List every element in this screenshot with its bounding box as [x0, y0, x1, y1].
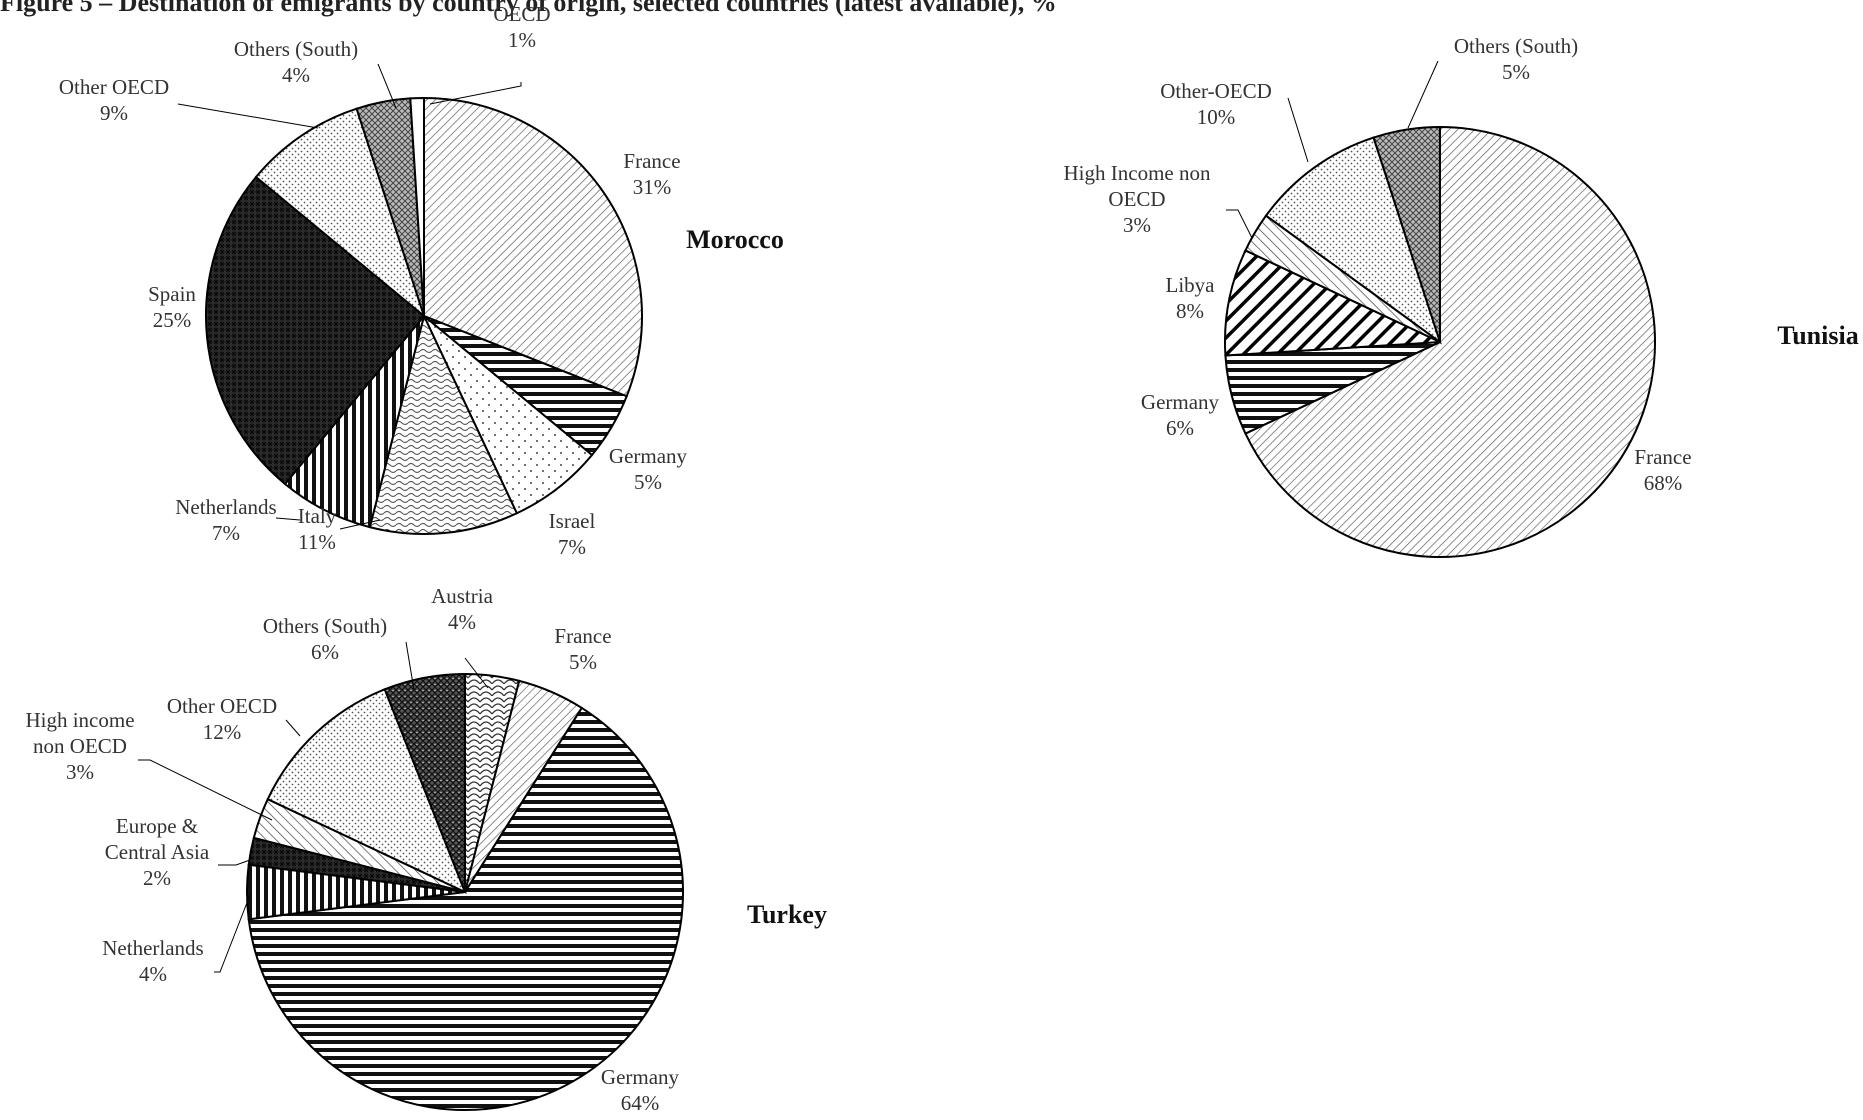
tunisia-value-germany: 6%: [1166, 416, 1194, 440]
morocco-value-oecd: 1%: [508, 28, 536, 52]
turkey-value-france: 5%: [569, 650, 597, 674]
turkey-slice-others-south: [383, 672, 466, 893]
turkey-label-france: France: [554, 624, 611, 648]
tunisia-label-germany: Germany: [1141, 390, 1220, 414]
turkey-leader-other-oecd: [285, 719, 301, 737]
turkey-leader-europe-central-asia: [218, 859, 251, 866]
turkey-value-other-oecd: 12%: [203, 720, 242, 744]
turkey-value-others-south: 6%: [311, 640, 339, 664]
turkey-label-austria: Austria: [431, 584, 494, 608]
turkey-value-europe-central-asia: 2%: [143, 866, 171, 890]
tunisia-leader-other-oecd: [1287, 97, 1309, 163]
tunisia-label-high-income-non-oecd: High Income non: [1064, 161, 1211, 185]
tunisia-label-france: France: [1634, 445, 1691, 469]
tunisia-value-libya: 8%: [1176, 299, 1204, 323]
tunisia-slice-other-oecd: [1264, 136, 1442, 345]
morocco-leader-oecd: [429, 82, 522, 105]
morocco-label-netherlands: Netherlands: [175, 495, 276, 519]
morocco-leader-netherlands: [275, 517, 301, 521]
tunisia-leader-high-income-non-oecd: [1226, 209, 1253, 239]
morocco-slice-france: [423, 96, 643, 398]
turkey-label-netherlands: Netherlands: [102, 936, 203, 960]
turkey-leader-high-income-non-oecd: [138, 759, 273, 821]
morocco-pie: France31%Germany5%Israel7%Italy11%Nether…: [59, 2, 688, 559]
turkey-leader-netherlands: [214, 894, 251, 973]
figure-title: Figure 5 – Destination of emigrants by c…: [0, 0, 1057, 17]
tunisia-value-other-oecd: 10%: [1197, 105, 1236, 129]
morocco-label-other-oecd: Other OECD: [59, 75, 169, 99]
tunisia-label-other-oecd: Other-OECD: [1160, 79, 1272, 103]
morocco-value-other-oecd: 9%: [100, 101, 128, 125]
morocco-value-italy: 11%: [298, 530, 336, 554]
morocco-label-italy: Italy: [298, 504, 337, 528]
morocco-label-israel: Israel: [549, 509, 596, 533]
tunisia-label-libya: Libya: [1166, 273, 1216, 297]
morocco-label-france: France: [623, 149, 680, 173]
morocco-value-others-south: 4%: [282, 63, 310, 87]
chart-title-morocco: Morocco: [686, 225, 784, 254]
turkey-label-high-income-non-oecd: non OECD: [33, 734, 127, 758]
morocco-value-spain: 25%: [153, 308, 192, 332]
morocco-value-netherlands: 7%: [212, 521, 240, 545]
morocco-leader-other-oecd: [177, 103, 319, 129]
tunisia-label-high-income-non-oecd: OECD: [1108, 187, 1165, 211]
turkey-label-europe-central-asia: Central Asia: [105, 840, 210, 864]
tunisia-leader-others-south: [1407, 60, 1439, 129]
morocco-label-oecd: OECD: [493, 2, 550, 26]
turkey-value-netherlands: 4%: [139, 962, 167, 986]
morocco-slice-spain: [205, 175, 426, 486]
turkey-label-high-income-non-oecd: High income: [25, 708, 134, 732]
morocco-leader-others-south: [377, 63, 397, 109]
turkey-value-high-income-non-oecd: 3%: [66, 760, 94, 784]
turkey-value-austria: 4%: [448, 610, 476, 634]
turkey-leader-austria: [464, 657, 489, 689]
tunisia-value-high-income-non-oecd: 3%: [1123, 213, 1151, 237]
morocco-slice-oecd: [409, 96, 425, 317]
turkey-label-europe-central-asia: Europe &: [116, 814, 198, 838]
turkey-leader-others-south: [405, 641, 415, 691]
turkey-slice-germany: [247, 706, 685, 1111]
turkey-label-others-south: Others (South): [263, 614, 387, 638]
morocco-slice-italy: [368, 313, 519, 535]
turkey-slice-other-oecd: [266, 688, 467, 894]
turkey-label-germany: Germany: [601, 1065, 680, 1089]
morocco-value-france: 31%: [633, 175, 672, 199]
tunisia-slice-libya: [1224, 249, 1441, 357]
morocco-slice-other-oecd: [254, 107, 427, 319]
turkey-value-germany: 64%: [621, 1091, 660, 1115]
tunisia-slice-others-south: [1372, 125, 1441, 343]
tunisia-label-others-south: Others (South): [1454, 34, 1578, 58]
turkey-label-other-oecd: Other OECD: [167, 694, 277, 718]
morocco-value-germany: 5%: [634, 470, 662, 494]
turkey-pie: Austria4%France5%Germany64%Netherlands4%…: [25, 584, 685, 1115]
morocco-label-germany: Germany: [609, 444, 688, 468]
morocco-label-spain: Spain: [148, 282, 196, 306]
tunisia-slice-france: [1244, 125, 1656, 558]
morocco-value-israel: 7%: [558, 535, 586, 559]
chart-title-tunisia: Tunisia: [1777, 321, 1858, 350]
morocco-leader-italy: [339, 519, 381, 530]
chart-title-turkey: Turkey: [747, 900, 827, 929]
tunisia-value-others-south: 5%: [1502, 60, 1530, 84]
tunisia-value-france: 68%: [1644, 471, 1683, 495]
morocco-label-others-south: Others (South): [234, 37, 358, 61]
